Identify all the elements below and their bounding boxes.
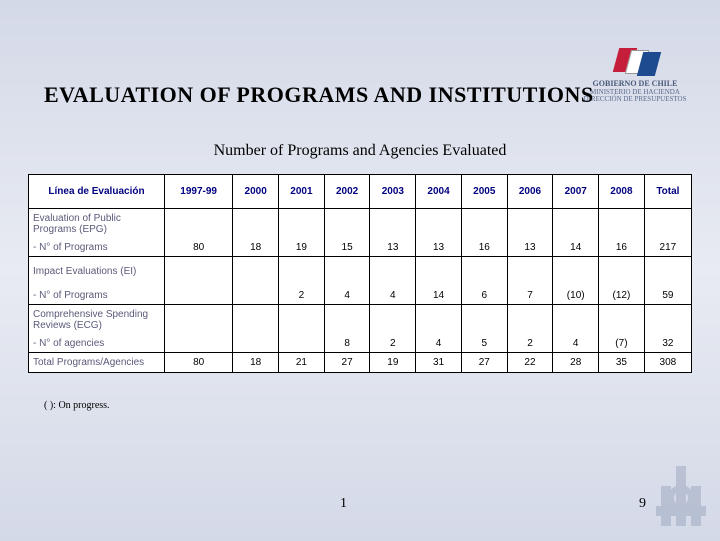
table-cell: 4 [416,305,462,353]
col-header-year: 2006 [507,175,553,209]
table-cell: 7 [507,257,553,305]
total-cell: 19 [370,353,416,373]
table-cell: 6 [461,257,507,305]
col-header-year: 1997-99 [165,175,233,209]
total-cell: 27 [324,353,370,373]
total-cell: 28 [553,353,599,373]
total-cell: 22 [507,353,553,373]
section-header: Impact Evaluations (EI) [29,257,165,287]
table-cell: 2 [507,305,553,353]
table-cell: 4 [370,257,416,305]
gov-logo: GOBIERNO DE CHILE MINISTERIO DE HACIENDA… [580,48,690,104]
page-number-right: 9 [639,496,646,512]
total-cell: 35 [599,353,645,373]
flag-icon [614,48,656,76]
table-cell: 13 [507,209,553,257]
table-cell: 5 [461,305,507,353]
table-cell: 59 [644,257,691,305]
col-header-year: 2000 [233,175,279,209]
table-cell: 4 [324,257,370,305]
col-header-year: Total [644,175,691,209]
table-cell: 217 [644,209,691,257]
table-cell: 32 [644,305,691,353]
footnote: ( ): On progress. [44,400,110,411]
col-header-line: Línea de Evaluación [29,175,165,209]
table-cell: 19 [279,209,325,257]
table-cell: 16 [599,209,645,257]
col-header-year: 2007 [553,175,599,209]
table-cell: 14 [553,209,599,257]
section-header: Comprehensive Spending Reviews (ECG) [29,305,165,335]
section-header: Evaluation of Public Programs (EPG) [29,209,165,239]
programs-table: Línea de Evaluación1997-9920002001200220… [28,174,692,373]
table-cell: 2 [279,257,325,305]
page-title: EVALUATION OF PROGRAMS AND INSTITUTIONS [44,82,594,108]
table-cell: 18 [233,209,279,257]
total-label: Total Programs/Agencies [29,353,165,373]
table-cell: 15 [324,209,370,257]
col-header-year: 2004 [416,175,462,209]
table-cell: 4 [553,305,599,353]
table-cell: 2 [370,305,416,353]
total-cell: 80 [165,353,233,373]
table-cell: (12) [599,257,645,305]
page-subtitle: Number of Programs and Agencies Evaluate… [0,142,720,160]
total-cell: 308 [644,353,691,373]
col-header-year: 2008 [599,175,645,209]
table-cell: 13 [416,209,462,257]
total-cell: 31 [416,353,462,373]
table-cell [279,305,325,353]
table-cell: 8 [324,305,370,353]
section-sublabel: - N° of Programs [29,239,165,257]
table-cell: 13 [370,209,416,257]
total-cell: 18 [233,353,279,373]
section-sublabel: - N° of agencies [29,335,165,353]
table-cell: (7) [599,305,645,353]
table-cell: (10) [553,257,599,305]
col-header-year: 2005 [461,175,507,209]
col-header-year: 2002 [324,175,370,209]
table-cell [233,305,279,353]
table-cell [165,257,233,305]
logo-line3: DIRECCIÓN DE PRESUPUESTOS [580,96,690,104]
col-header-year: 2003 [370,175,416,209]
table-cell [233,257,279,305]
table-cell: 80 [165,209,233,257]
col-header-year: 2001 [279,175,325,209]
watermark-icon [646,456,716,536]
section-sublabel: - N° of Programs [29,287,165,305]
total-cell: 21 [279,353,325,373]
table-cell: 16 [461,209,507,257]
table-cell [165,305,233,353]
total-cell: 27 [461,353,507,373]
table-cell: 14 [416,257,462,305]
page-number-center: 1 [340,496,347,512]
